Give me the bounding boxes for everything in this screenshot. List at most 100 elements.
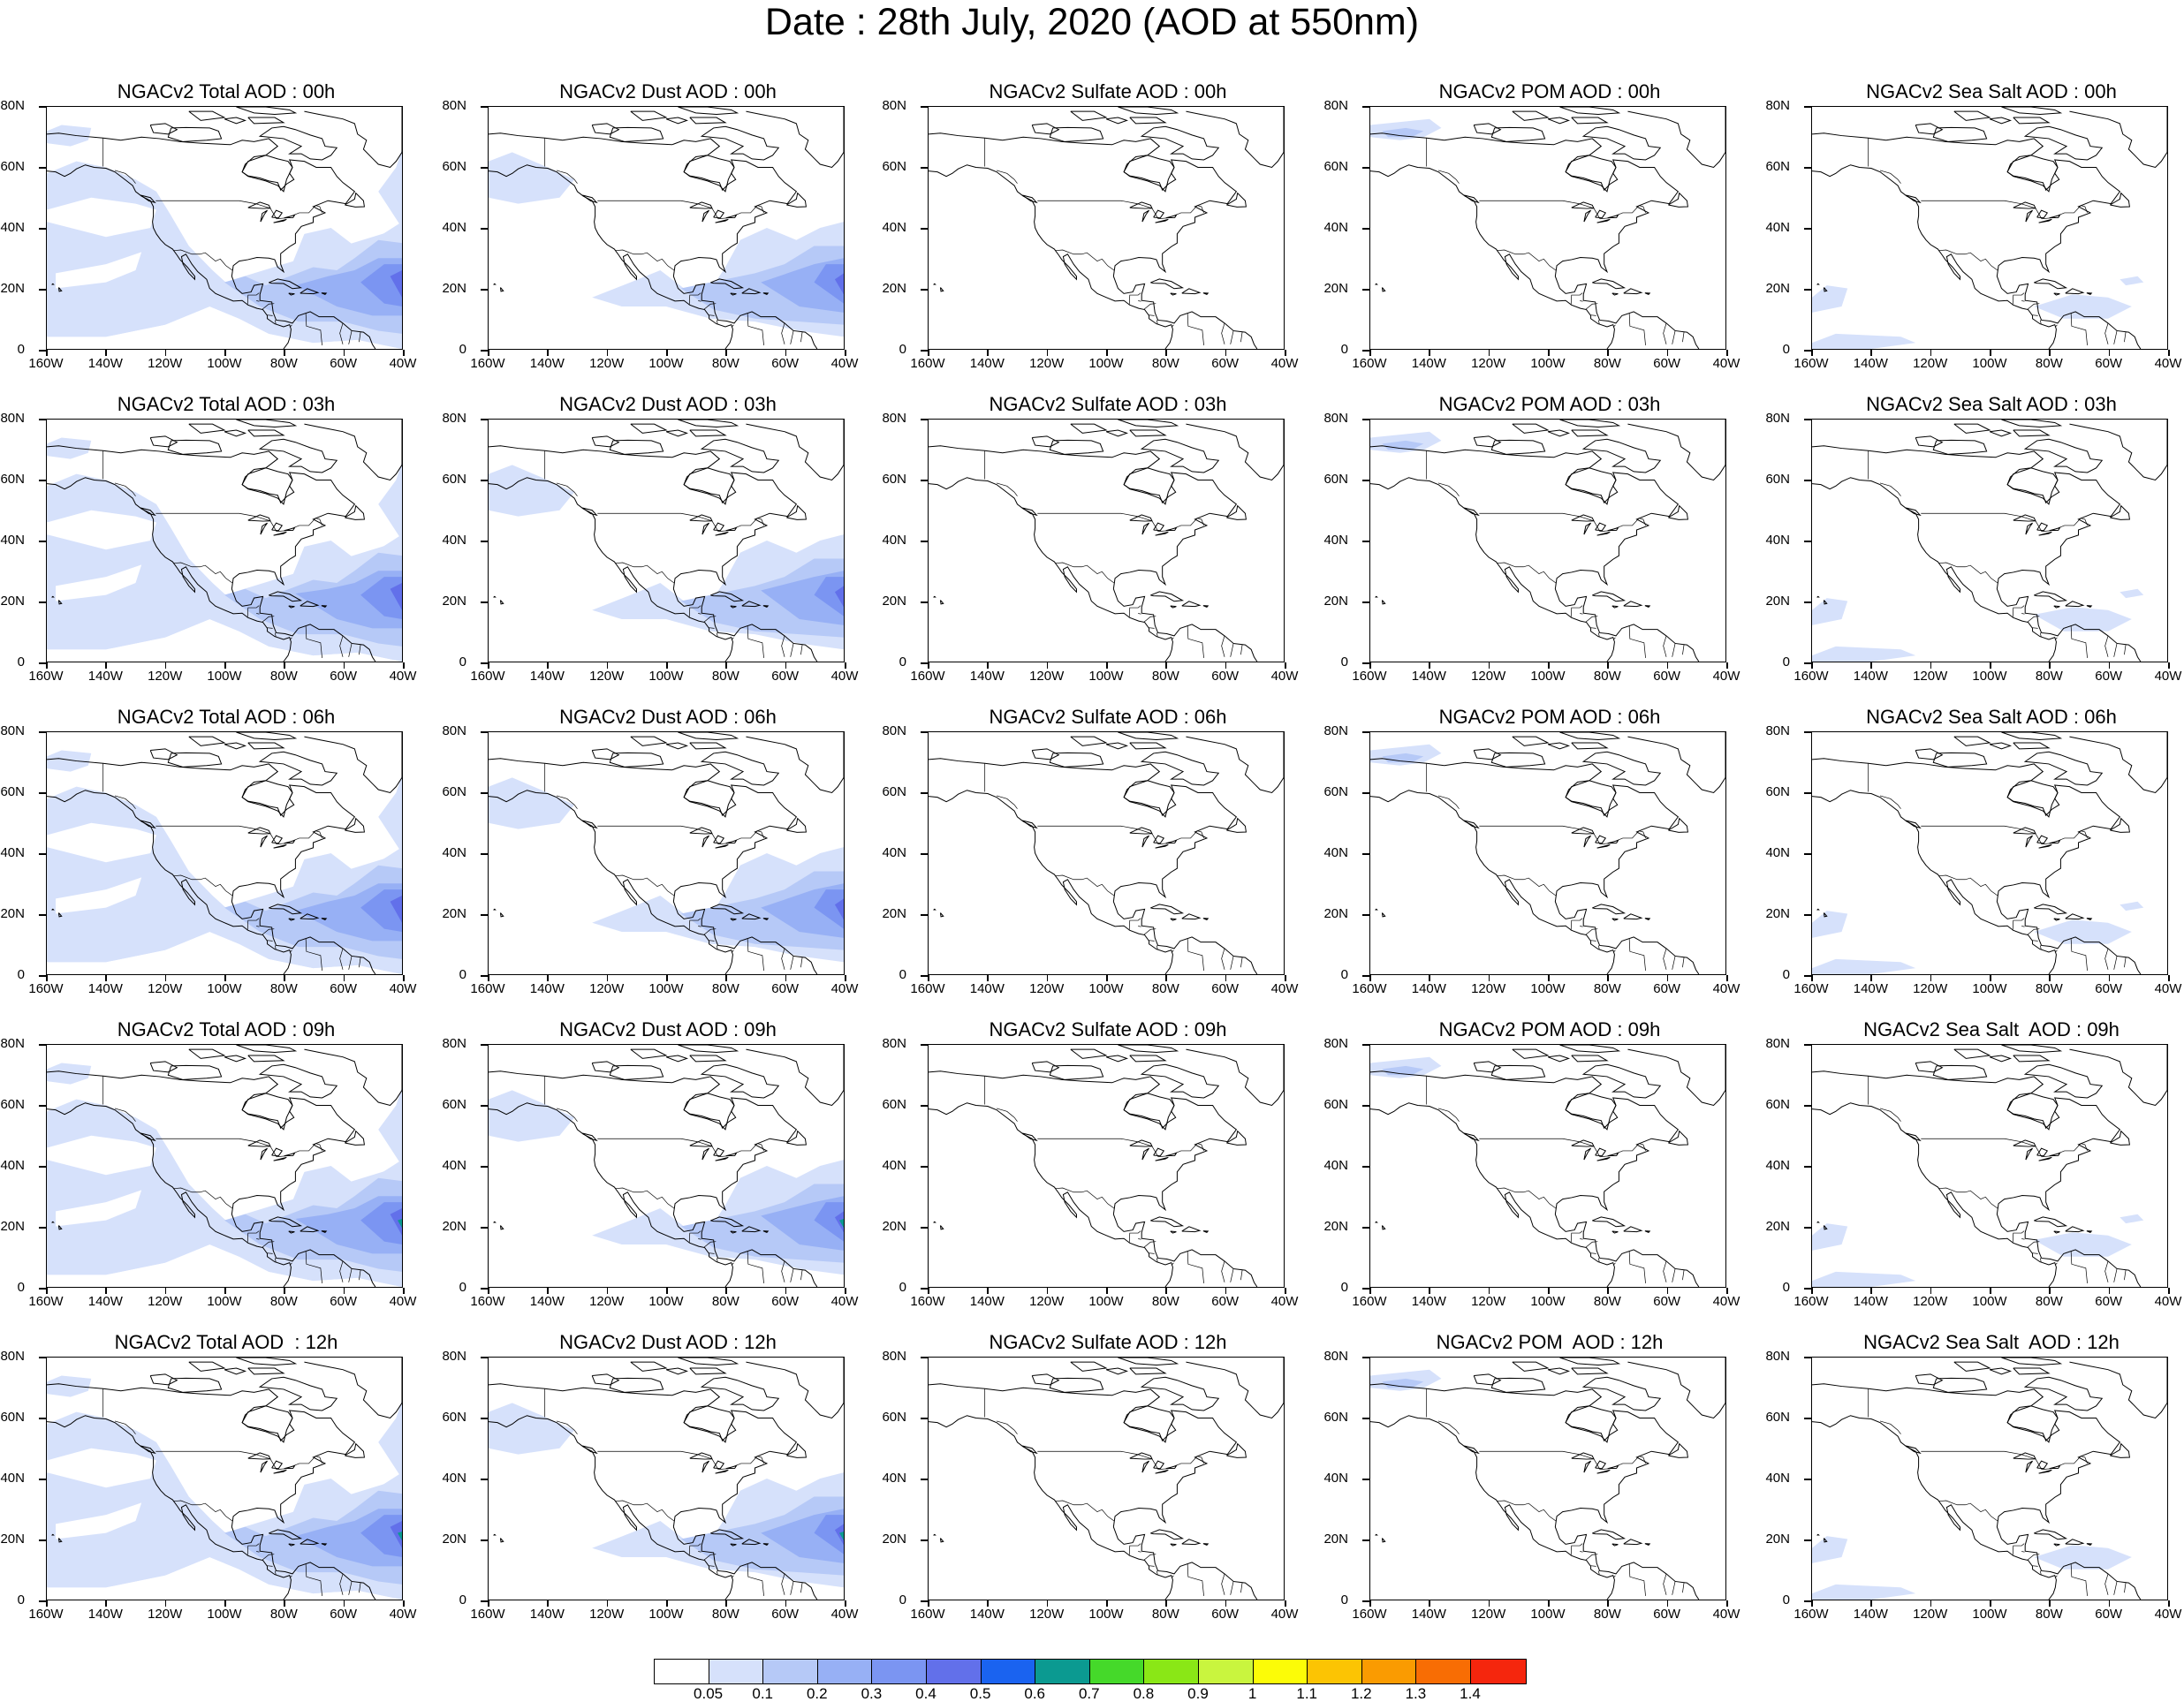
coastline [241,780,295,817]
coastline [489,477,733,662]
country-border [800,331,803,343]
lon-tick-label: 120W [589,1294,625,1309]
country-border [1055,562,1115,584]
aod-map-svg [1812,732,2167,974]
country-border [1672,956,1676,970]
country-border [2039,632,2042,638]
lon-tick-mark [1165,1288,1167,1294]
colorbar-label: 1.4 [1460,1685,1481,1702]
lat-tick-label: 80N [442,411,466,426]
country-border [339,635,344,657]
lon-tick-label: 60W [2095,1294,2123,1309]
map-panel-total: NGACv2 Total AOD : 12h 80N 60N 40N 20N 0 160W 1… [0,1331,416,1641]
lat-tick-mark [39,792,46,794]
lat-tick-label: 60N [442,784,466,799]
coastline [1932,1064,1988,1080]
coastline [609,439,664,455]
coastline [288,1543,295,1547]
lon-tick-mark [928,1288,929,1294]
coastline [345,1442,365,1458]
lon-tick-mark [666,1600,668,1607]
lat-tick-label: 0 [1782,342,1790,357]
map-panel-pom: NGACv2 POM AOD : 12h 80N 60N 40N 20N 0 160W 140… [1323,1332,1740,1641]
lon-tick-label: 80W [1151,1294,1179,1309]
coastline [1611,292,1619,296]
lat-tick-label: 80N [1765,411,1790,426]
coastline [1140,1063,1220,1099]
lon-tick-label: 100W [1972,1607,2007,1622]
country-border [698,1238,701,1240]
country-border [790,956,794,970]
coastline [1915,123,1944,135]
lat-tick-mark [1362,1479,1369,1480]
map-frame [928,1044,1285,1288]
lon-tick-mark [1666,1600,1669,1607]
coastline [321,292,328,295]
lon-tick-mark [403,975,405,981]
coastline [630,110,668,121]
lon-tick-label: 80W [2035,981,2063,996]
lon-tick-mark [1666,350,1669,356]
coastline [2013,117,2051,125]
panel-title: NGACv2 Total AOD : 12h [114,1331,338,1353]
panel-title: NGACv2 Sulfate AOD : 00h [989,80,1227,102]
coastline [1155,1469,1169,1474]
coastline [345,1130,365,1146]
lon-tick-mark [1369,975,1371,981]
coastline [929,1415,1173,1600]
coastline [271,835,284,844]
lon-tick-label: 80W [711,669,739,684]
coastline [1105,1367,1129,1375]
lon-tick-label: 80W [711,356,739,371]
country-border [1156,632,1158,638]
lon-tick-mark [1285,1600,1286,1607]
aod-map-svg [489,1358,844,1600]
coastline [273,1469,287,1474]
coastline [1370,758,1700,974]
country-border [2124,1269,2127,1281]
country-border [2113,643,2118,657]
map-panel-seasalt: NGACv2 Sea Salt AOD : 12h 80N 60N 40N 20N 0 16… [1765,1332,2181,1641]
lon-tick-label: 100W [1972,669,2007,684]
coastline [933,908,937,911]
lon-tick-label: 80W [1593,356,1621,371]
coastline [1375,908,1378,911]
coastline [929,758,1258,974]
panel-title: NGACv2 Dust AOD : 12h [559,1331,777,1353]
country-border [339,1573,344,1595]
lon-tick-mark [1990,662,1991,669]
lat-tick-label: 20N [1765,594,1790,609]
lon-tick-mark [785,350,787,356]
country-border [2104,948,2109,970]
coastline [1049,1064,1104,1080]
aod-shading-region [2120,588,2144,599]
lon-tick-mark [1046,975,1049,981]
coastline [1547,1367,1571,1375]
lon-tick-label: 140W [969,669,1005,684]
coastline [1202,292,1210,295]
country-border [2027,1554,2040,1561]
aod-shading-region [360,1515,402,1558]
coastline [2006,1093,2060,1130]
panel-title: NGACv2 POM AOD : 06h [1438,706,1661,728]
coastline [1141,1147,1149,1161]
lon-tick-label: 140W [1853,356,1888,371]
coastline [345,192,365,208]
lat-tick-label: 0 [1782,654,1790,669]
coastline [2013,742,2051,750]
country-border [1570,1230,1583,1244]
country-border [1590,1565,1596,1567]
coastline [1595,1460,1607,1470]
coastline [1823,287,1828,292]
coastline [746,107,844,169]
country-border [1187,1251,1204,1283]
lat-tick-label: 0 [459,1280,466,1295]
lat-tick-label: 60N [0,1097,25,1112]
lat-tick-mark [39,1418,46,1419]
lat-tick-label: 20N [1765,281,1790,296]
coastline [273,218,287,223]
coastline [713,1147,725,1157]
lon-tick-mark [725,350,727,356]
coastline [1381,1538,1386,1543]
lon-tick-mark [1870,350,1872,356]
